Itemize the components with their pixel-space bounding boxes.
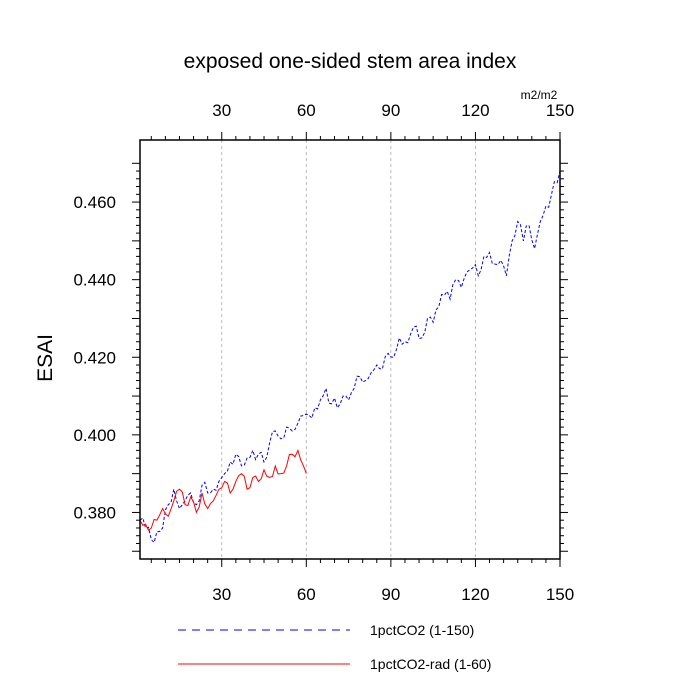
gridlines (221, 140, 476, 559)
chart-title: exposed one-sided stem area index (184, 50, 517, 73)
x-tick-label-top: 60 (297, 101, 316, 120)
x-tick-label-top: 90 (381, 101, 400, 120)
series-line-2 (139, 448, 307, 532)
x-tick-label-bottom: 90 (381, 585, 400, 604)
y-axis-label: ESAI (34, 334, 57, 382)
y-tick-label: 0.440 (73, 271, 116, 290)
y-tick-label: 0.400 (73, 426, 116, 445)
tick-labels: 30 30 60 60 90 90 120 120 150 150 0.380 0.400 0.420 0… (73, 101, 574, 604)
units-label: m2/m2 (521, 88, 558, 102)
legend-label-2: 1pctCO2-rad (1-60) (370, 656, 491, 672)
plot-series (139, 170, 561, 544)
y-tick-label: 0.420 (73, 348, 116, 367)
x-tick-label-bottom: 30 (212, 585, 231, 604)
x-tick-label-bottom: 60 (297, 585, 316, 604)
y-tick-label: 0.380 (73, 503, 116, 522)
x-tick-label-top: 120 (461, 101, 489, 120)
x-tick-label-bottom: 120 (461, 585, 489, 604)
series-line-1 (139, 170, 561, 544)
x-tick-label-top: 30 (212, 101, 231, 120)
y-tick-label: 0.460 (73, 193, 116, 212)
x-tick-label-bottom: 150 (546, 585, 574, 604)
legend-label-1: 1pctCO2 (1-150) (370, 622, 474, 638)
legend: 1pctCO2 (1-150) 1pctCO2-rad (1-60) (178, 622, 491, 672)
x-tick-label-top: 150 (546, 101, 574, 120)
axis-ticks (132, 132, 568, 567)
